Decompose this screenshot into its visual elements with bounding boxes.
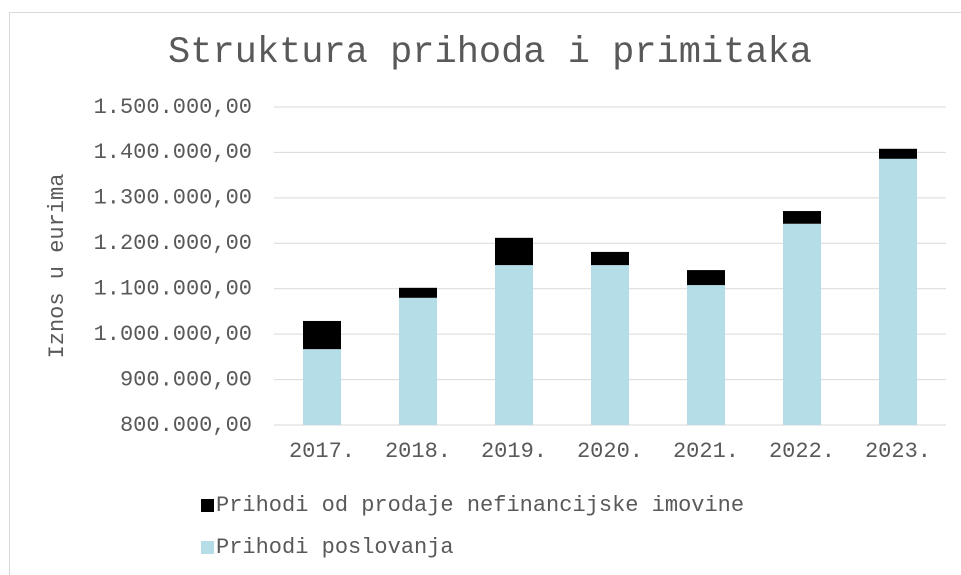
bar-segment	[495, 237, 533, 266]
x-tick-label: 2023.	[865, 439, 931, 464]
y-tick-label: 1.300.000,00	[94, 186, 252, 211]
chart-title: Struktura prihoda i primitaka	[168, 32, 812, 74]
bar-segment	[399, 287, 437, 298]
bar-segment	[303, 320, 341, 350]
chart-border	[9, 12, 961, 575]
bar-segment	[879, 148, 917, 159]
y-tick-label: 1.500.000,00	[94, 95, 252, 120]
bar-segment	[591, 251, 629, 266]
y-tick-label: 900.000,00	[120, 367, 252, 392]
bar-segment	[783, 223, 821, 425]
legend-swatch	[201, 541, 214, 554]
x-tick-label: 2020.	[577, 439, 643, 464]
bar-segment	[783, 211, 821, 224]
y-axis-label: Iznos u eurima	[45, 174, 70, 359]
legend-label: Prihodi poslovanja	[216, 535, 454, 560]
bar-segment	[303, 349, 341, 425]
y-tick-label: 1.400.000,00	[94, 140, 252, 165]
x-tick-label: 2022.	[769, 439, 835, 464]
x-tick-label: 2021.	[673, 439, 739, 464]
legend-swatch	[201, 499, 214, 512]
x-tick-label: 2019.	[481, 439, 547, 464]
y-tick-label: 800.000,00	[120, 413, 252, 438]
bar-segment	[591, 265, 629, 425]
bar-segment	[399, 297, 437, 425]
bar-segment	[687, 285, 725, 425]
y-tick-label: 1.000.000,00	[94, 322, 252, 347]
x-tick-label: 2017.	[289, 439, 355, 464]
y-tick-label: 1.100.000,00	[94, 277, 252, 302]
bar-segment	[879, 158, 917, 425]
bar-segment	[495, 265, 533, 425]
bar-segment	[687, 270, 725, 286]
y-tick-label: 1.200.000,00	[94, 231, 252, 256]
legend-label: Prihodi od prodaje nefinancijske imovine	[216, 493, 744, 518]
x-tick-label: 2018.	[385, 439, 451, 464]
